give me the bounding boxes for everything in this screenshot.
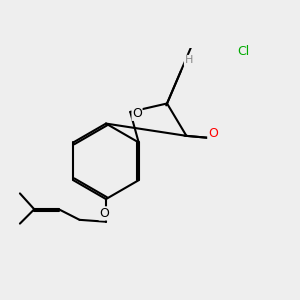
Text: O: O	[99, 207, 109, 220]
Text: H: H	[184, 56, 193, 65]
Text: O: O	[208, 127, 218, 140]
Text: O: O	[132, 107, 142, 120]
Text: Cl: Cl	[237, 45, 250, 58]
